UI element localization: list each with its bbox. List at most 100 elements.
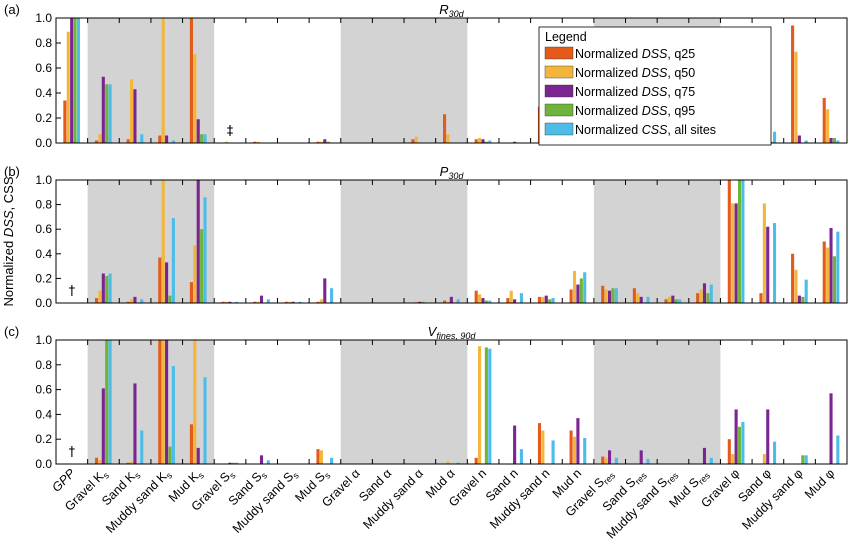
- bar-q50-12: [446, 461, 450, 464]
- bar-css-3: [171, 218, 175, 303]
- y-axis-label: Normalized DSS, CSS: [1, 176, 16, 306]
- legend-box: [538, 26, 772, 146]
- bar-css-14: [519, 449, 523, 464]
- bar-q50-8: [319, 141, 323, 143]
- bar-q95-21: [737, 426, 742, 464]
- bar-css-16: [583, 437, 587, 464]
- bar-q50-2: [130, 461, 134, 464]
- bar-q25-12: [443, 300, 447, 303]
- bar-css-6: [266, 299, 270, 303]
- y-tick-label: 0.4: [35, 407, 52, 421]
- bar-q95-17: [611, 288, 615, 303]
- bar-css-4: [203, 197, 207, 303]
- bar-css-6: [266, 460, 270, 464]
- bar-css-13: [488, 348, 492, 464]
- legend: Legend Normalized DSS, q25 Normalized DSS,…: [538, 26, 772, 146]
- y-tick-label: 0.4: [35, 86, 52, 100]
- panel-letter: (c): [4, 324, 19, 339]
- y-tick-label: 0.8: [35, 358, 52, 372]
- bar-q75-2: [133, 89, 137, 143]
- bar-q75-21: [734, 409, 738, 464]
- bar-q50-2: [130, 299, 134, 303]
- bar-css-22: [773, 131, 777, 143]
- bar-q75-16: [576, 284, 580, 303]
- y-tick-label: 0.6: [35, 383, 52, 397]
- bar-q75-19: [671, 295, 675, 303]
- bar-q25-16: [569, 430, 573, 464]
- bar-q75-14: [513, 425, 517, 464]
- bar-q75-5: [228, 462, 232, 464]
- bar-q75-6: [259, 455, 264, 464]
- bar-q75-17: [608, 290, 612, 303]
- bar-q50-1: [98, 134, 102, 143]
- bar-q50-8: [319, 450, 323, 464]
- bar-q50-18: [636, 293, 640, 303]
- bar-q25-3: [158, 135, 162, 143]
- bar-q50-21: [731, 203, 735, 303]
- bar-q25-24: [822, 241, 826, 303]
- bar-q25-20: [696, 293, 700, 303]
- bar-q75-13: [481, 298, 485, 303]
- bar-q25-8: [316, 141, 320, 143]
- y-tick-label: 0.0: [35, 457, 52, 471]
- bar-css-2: [140, 134, 144, 143]
- y-tick-label: 0.2: [35, 432, 52, 446]
- bar-css-2: [140, 430, 144, 464]
- category-label: GPP: [49, 466, 78, 495]
- bar-css-5: [235, 462, 239, 464]
- bar-q25-18: [632, 288, 636, 303]
- bar-q50-14: [509, 290, 513, 303]
- bar-css-3: [171, 366, 175, 464]
- bar-q50-21: [731, 454, 735, 464]
- bar-q95-24: [832, 256, 836, 303]
- axis-frame: [55, 179, 848, 304]
- y-tick-label: 0.8: [35, 198, 52, 212]
- panel-title: R30d: [439, 2, 464, 19]
- legend-entry-q75: Normalized DSS, q75: [575, 85, 695, 99]
- bar-css-8: [330, 457, 334, 464]
- bar-q75-1: [101, 76, 105, 143]
- bar-q75-16: [576, 418, 580, 464]
- bar-css-22: [773, 441, 777, 464]
- bar-q95-1: [105, 340, 109, 464]
- bar-q25-13: [474, 457, 478, 464]
- bar-q95-11: [421, 301, 425, 303]
- bar-q25-3: [158, 340, 162, 464]
- bar-q50-2: [130, 79, 134, 143]
- bar-q50-19: [667, 296, 671, 303]
- bar-q25-3: [158, 257, 162, 303]
- y-tick-label: 0.0: [35, 136, 52, 150]
- legend-swatch-q25: [544, 46, 574, 60]
- bar-css-23: [804, 455, 808, 464]
- panel-letter: (b): [4, 164, 20, 179]
- bar-q25-11: [411, 139, 415, 143]
- bar-q25-2: [126, 301, 130, 303]
- bar-q25-19: [664, 299, 668, 303]
- bar-q25-2: [126, 462, 130, 464]
- bar-q95-13: [484, 300, 488, 303]
- bar-q25-16: [569, 289, 573, 303]
- y-tick-label: 0.6: [35, 61, 52, 75]
- bar-q75-17: [608, 450, 612, 464]
- bar-q95-24: [832, 138, 836, 143]
- bar-q75-8: [323, 278, 327, 303]
- bar-q25-0: [63, 100, 67, 143]
- bar-q50-23: [794, 51, 798, 143]
- bar-css-18: [646, 296, 650, 303]
- bar-q50-22: [762, 454, 766, 464]
- bar-q75-24: [829, 393, 833, 464]
- shaded-group: [593, 340, 721, 464]
- bar-q25-6: [253, 141, 257, 143]
- bar-q50-13: [478, 138, 482, 143]
- bar-q25-24: [822, 98, 826, 143]
- bar-q95-1: [105, 275, 109, 303]
- annotation-symbol: ‡: [227, 124, 234, 139]
- bar-q95-23: [801, 455, 805, 464]
- bar-q50-11: [414, 136, 418, 143]
- bar-q75-24: [829, 138, 833, 143]
- bar-q75-24: [829, 227, 833, 303]
- legend-entry-q95: Normalized DSS, q95: [575, 104, 695, 118]
- bar-q25-1: [94, 457, 99, 464]
- bar-q50-4: [193, 54, 197, 143]
